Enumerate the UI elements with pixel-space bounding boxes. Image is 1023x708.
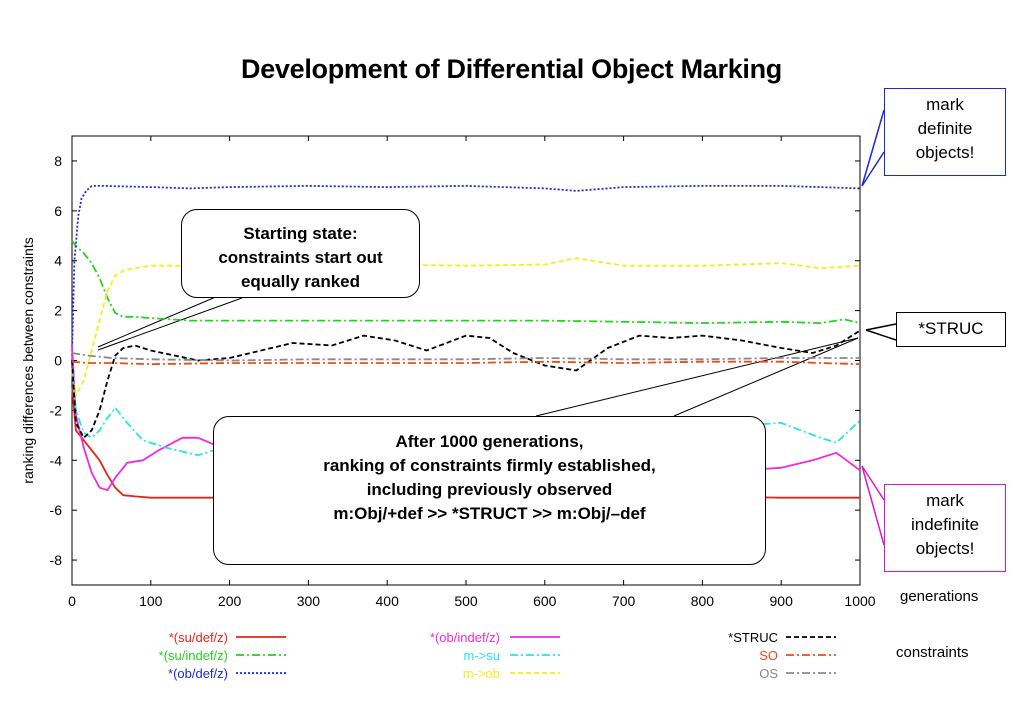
y-tick-label: -8	[50, 552, 63, 568]
callout-line: objects!	[915, 539, 975, 558]
legend-label: *(ob/def/z)	[168, 666, 228, 681]
callout-line: definite	[917, 119, 973, 138]
chart-title: Development of Differential Object Marki…	[241, 54, 782, 84]
x-tick-label: 500	[454, 593, 478, 609]
series-line	[71, 329, 861, 439]
x-tick-label: 100	[139, 593, 163, 609]
callout-line: equally ranked	[240, 272, 361, 291]
series-line	[71, 240, 861, 325]
x-tick-label: 800	[691, 593, 715, 609]
plot-area: 0 100 200 300 400 500 600 700 800 900 1000 8 6 4 2 0 -2 -…	[20, 135, 876, 609]
callout-line: objects!	[915, 143, 975, 162]
mark-definite-objects-callout: mark definite objects!	[884, 88, 1006, 176]
x-tick-label: 900	[770, 593, 794, 609]
x-tick-label: 0	[68, 593, 76, 609]
y-tick-label: 2	[54, 303, 62, 319]
x-tick-label: 300	[297, 593, 321, 609]
y-tick-label: 8	[54, 153, 62, 169]
legend: *(su/def/z) *(su/indef/z) *(ob/def/z) *(ob/…	[159, 630, 836, 681]
legend-label: m->ob	[463, 666, 500, 681]
legend-label: m->su	[464, 648, 500, 663]
callout-line: mark	[926, 95, 964, 114]
callout-line: mark	[926, 491, 964, 510]
mark-indefinite-objects-callout: mark indefinite objects!	[884, 484, 1006, 572]
series-line	[71, 352, 860, 362]
constraints-label: constraints	[896, 644, 969, 661]
x-tick-label: 200	[218, 593, 242, 609]
y-tick-label: -4	[50, 452, 63, 468]
x-tick-label: 400	[376, 593, 400, 609]
callout-line: Starting state:	[243, 224, 358, 243]
legend-label: *(su/indef/z)	[159, 648, 228, 663]
legend-label: *(ob/indef/z)	[430, 630, 500, 645]
callout-pointer-lines	[97, 109, 897, 546]
legend-label: *STRUC	[728, 630, 778, 645]
callout-line: including previously observed	[366, 480, 613, 499]
x-tick-label: 1000	[844, 593, 875, 609]
callout-line: constraints start out	[218, 248, 383, 267]
callout-line: m:Obj/+def >> *STRUCT >> m:Obj/–def	[333, 504, 646, 523]
y-tick-label: 6	[54, 203, 62, 219]
legend-label: SO	[759, 648, 778, 663]
struc-callout: *STRUC	[896, 312, 1006, 347]
after-1000-generations-callout: After 1000 generations, ranking of const…	[213, 416, 766, 565]
x-tick-label: 700	[612, 593, 636, 609]
starting-state-callout: Starting state: constraints start out eq…	[181, 209, 420, 298]
x-tick-label: 600	[533, 593, 557, 609]
generations-label: generations	[900, 588, 979, 605]
y-axis-label: ranking differences between constraints	[20, 237, 36, 483]
series-line	[71, 360, 861, 366]
y-tick-label: -2	[50, 402, 63, 418]
y-tick-label: -6	[50, 502, 63, 518]
y-tick-label: 4	[54, 253, 62, 269]
callout-line: indefinite	[910, 515, 980, 534]
callout-line: ranking of constraints firmly establishe…	[323, 456, 656, 475]
legend-label: OS	[759, 666, 778, 681]
legend-label: *(su/def/z)	[169, 630, 228, 645]
y-tick-label: 0	[54, 353, 62, 369]
callout-line: After 1000 generations,	[395, 432, 584, 451]
